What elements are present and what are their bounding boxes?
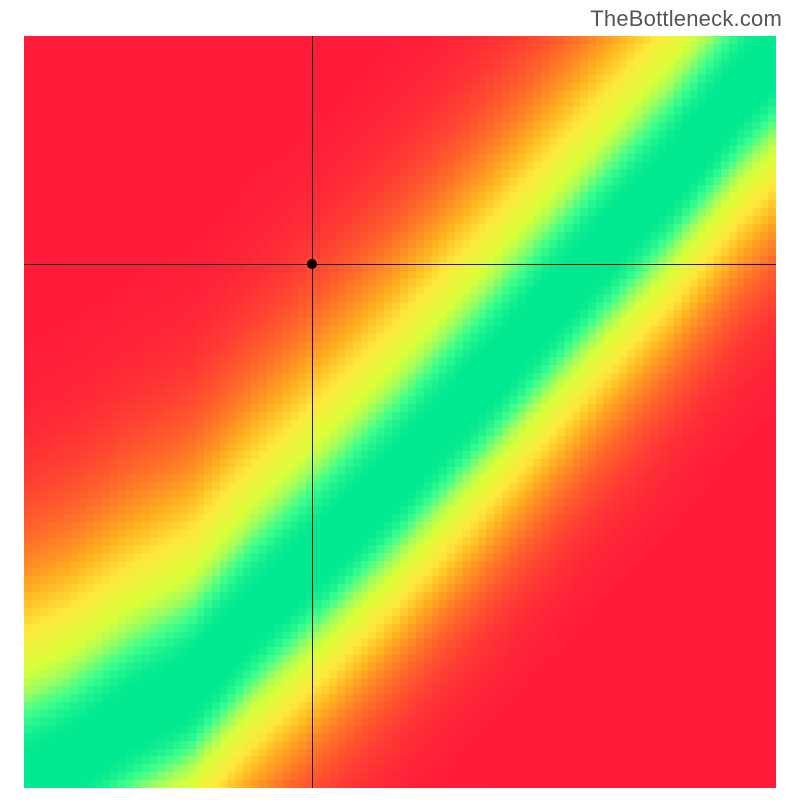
heatmap-plot [24,36,776,788]
chart-container: TheBottleneck.com [0,0,800,800]
watermark-text: TheBottleneck.com [590,6,782,32]
crosshair-vertical [312,36,313,788]
data-point-marker [307,259,317,269]
heatmap-canvas [24,36,776,788]
crosshair-horizontal [24,264,776,265]
